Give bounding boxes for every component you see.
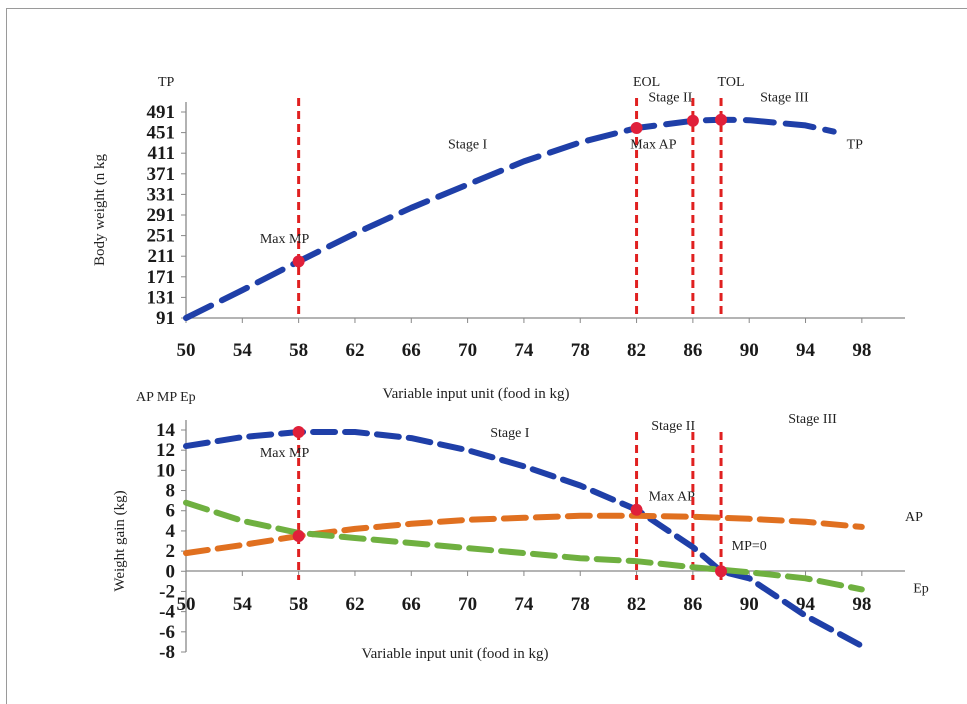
annotation-label: MP=0 [732, 539, 767, 554]
y-tick-label: 0 [166, 561, 176, 582]
annotation-label: Max AP [649, 490, 696, 505]
y-tick-label: -4 [159, 602, 175, 623]
y-tick-label: 14 [156, 420, 176, 441]
x-tick-label: 74 [514, 340, 534, 361]
x-tick-label: 78 [571, 340, 590, 361]
annotation-label: Max MP [260, 232, 310, 247]
x-tick-label: 94 [796, 340, 816, 361]
annotation-label: Stage III [788, 412, 837, 427]
y-tick-label: 10 [156, 460, 175, 481]
x-tick-label: 58 [289, 340, 308, 361]
x-tick-label: 98 [852, 340, 871, 361]
series-line-mp [183, 429, 865, 649]
x-tick-label: 82 [627, 594, 646, 615]
y-tick-label: 171 [147, 267, 176, 288]
x-tick-label: 70 [458, 594, 477, 615]
x-tick-label: 90 [740, 340, 759, 361]
annotation-label: Stage II [648, 91, 692, 106]
x-tick-label: 54 [233, 340, 253, 361]
top-panel-tp-chart: 50 54 58 62 66 70 74 78 82 86 90 94 98 91131171211251… [92, 75, 905, 402]
y-tick-label: 6 [166, 501, 176, 522]
x-tick-label: 62 [345, 340, 364, 361]
y-tick-label: 91 [156, 308, 175, 329]
x-tick-label: 66 [402, 594, 421, 615]
x-tick-label: 58 [289, 594, 308, 615]
marker-point [292, 529, 305, 542]
corner-label: TP [158, 75, 175, 90]
annotation-label: Stage III [760, 91, 809, 106]
marker-point [715, 565, 728, 578]
x-tick-label: 86 [683, 340, 702, 361]
bottom-panel-ap-mp-ep-chart: 50 54 58 62 66 70 74 78 82 86 90 94 98-8-6-4-2024681… [112, 390, 929, 663]
y-tick-label: -6 [159, 622, 175, 643]
annotation-label: Stage I [448, 138, 488, 153]
marker-point [715, 113, 728, 126]
annotation-label: TP [847, 138, 864, 153]
x-tick-label: 50 [177, 594, 196, 615]
annotation-label: AP [905, 510, 923, 525]
y-tick-label: 211 [148, 246, 175, 267]
y-tick-label: 291 [147, 205, 176, 226]
y-tick-label: 2 [166, 541, 176, 562]
x-tick-label: 86 [683, 594, 702, 615]
marker-point [630, 121, 643, 134]
marker-point [292, 426, 305, 439]
figure-frame [6, 8, 967, 704]
y-tick-label: 491 [147, 102, 176, 123]
y-axis-label: Weight gain (kg) [112, 490, 128, 591]
series-line-tp [183, 116, 837, 321]
annotation-label: Max AP [630, 138, 677, 153]
x-axis-label: Variable input unit (food in kg) [382, 386, 569, 402]
vertical-label: EOL [633, 75, 660, 90]
x-tick-label: 66 [402, 340, 421, 361]
annotation-label: Stage I [490, 426, 530, 441]
y-tick-label: -2 [159, 581, 175, 602]
y-tick-label: 8 [166, 481, 176, 502]
annotation-label: Ep [913, 581, 929, 596]
x-tick-label: 90 [740, 594, 759, 615]
x-tick-label: 74 [514, 594, 534, 615]
x-tick-label: 70 [458, 340, 477, 361]
y-tick-label: 371 [147, 164, 176, 185]
x-tick-label: 50 [177, 340, 196, 361]
annotation-label: Stage II [651, 419, 695, 434]
x-axis-label: Variable input unit (food in kg) [361, 646, 548, 662]
y-tick-label: -8 [159, 642, 175, 663]
corner-label: AP MP Ep [136, 390, 196, 405]
marker-point [292, 255, 305, 268]
x-tick-label: 54 [233, 594, 253, 615]
vertical-label: TOL [718, 75, 745, 90]
y-tick-label: 131 [147, 287, 176, 308]
marker-point [686, 114, 699, 127]
annotation-label: Max MP [260, 446, 310, 461]
x-tick-label: 82 [627, 340, 646, 361]
y-tick-label: 451 [147, 123, 176, 144]
y-tick-label: 4 [166, 521, 176, 542]
y-tick-label: 251 [147, 226, 176, 247]
x-tick-label: 62 [345, 594, 364, 615]
x-tick-label: 78 [571, 594, 590, 615]
marker-point [630, 503, 643, 516]
y-axis-label: Body weight (n kg [92, 153, 108, 266]
x-tick-label: 98 [852, 594, 871, 615]
y-tick-label: 331 [147, 184, 176, 205]
y-tick-label: 12 [156, 440, 175, 461]
y-tick-label: 411 [148, 143, 175, 164]
